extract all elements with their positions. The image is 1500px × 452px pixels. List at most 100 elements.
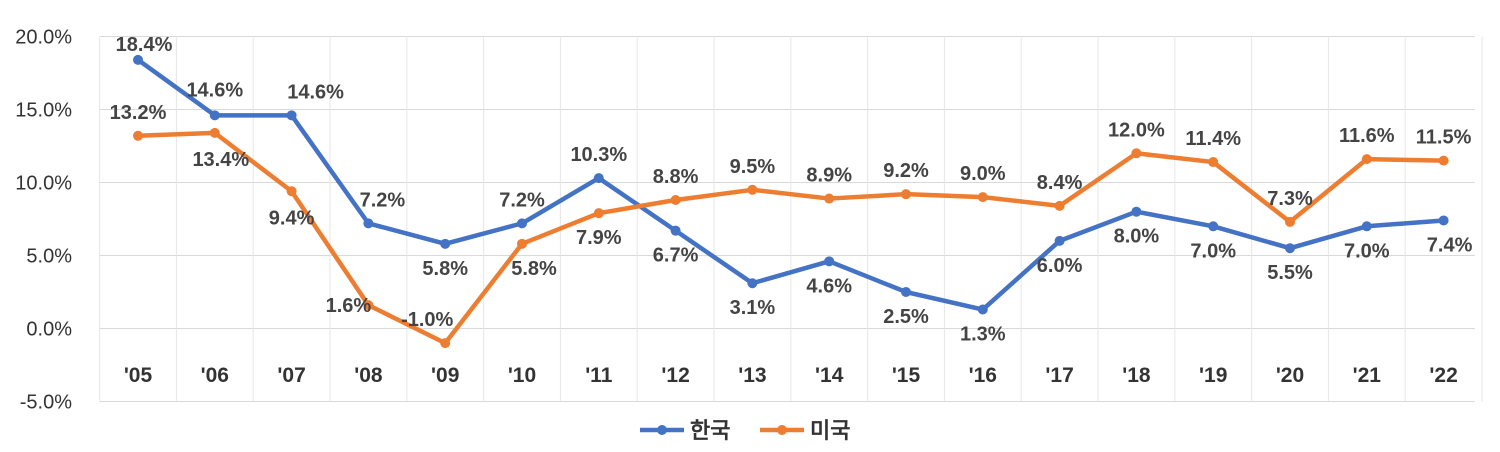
data-label: 7.2%	[360, 189, 406, 211]
x-tick-label: '16	[969, 364, 997, 387]
x-tick-label: '05	[124, 364, 153, 387]
data-point	[670, 225, 681, 236]
data-point	[286, 110, 297, 121]
data-point	[363, 300, 374, 311]
data-point	[1285, 216, 1295, 227]
data-label: 6.0%	[1037, 255, 1083, 277]
data-label: 5.8%	[511, 258, 557, 280]
data-label: 11.6%	[1339, 125, 1395, 147]
data-label: 8.0%	[1114, 226, 1160, 248]
data-label: 11.5%	[1416, 127, 1472, 149]
data-point	[1131, 206, 1142, 217]
data-point	[747, 278, 758, 289]
series-lines	[133, 54, 1449, 349]
legend-marker	[657, 425, 667, 435]
data-label: 8.8%	[653, 166, 699, 188]
x-tick-label: '22	[1429, 364, 1457, 387]
data-label: 9.0%	[960, 163, 1006, 185]
y-tick-label: 15.0%	[15, 100, 72, 122]
data-point	[1438, 155, 1449, 166]
data-point	[1285, 243, 1295, 254]
data-label: 11.4%	[1185, 128, 1241, 150]
data-label: 1.6%	[326, 295, 372, 317]
x-tick-label: '11	[585, 364, 613, 387]
x-tick-label: '17	[1045, 364, 1073, 387]
data-label: 1.3%	[960, 324, 1006, 346]
data-labels: 18.4% 14.6% 14.6% 7.2% 5.8% 7.2% 10.3% 6.7% 3.1%…	[110, 34, 1473, 346]
data-point	[747, 184, 758, 195]
x-axis-ticks: '05 '06 '07 '08 '09 '10 '11 '12 '13 '14 '15 '16 '17 '…	[124, 364, 1458, 387]
data-point	[209, 127, 220, 138]
data-label: 3.1%	[730, 297, 776, 319]
data-label: 7.0%	[1190, 240, 1236, 262]
data-point	[977, 192, 988, 203]
data-point	[1208, 157, 1219, 168]
x-tick-label: '09	[431, 364, 459, 387]
data-point	[1054, 235, 1065, 246]
data-label: 7.2%	[499, 189, 545, 211]
data-label: 5.8%	[422, 258, 468, 280]
data-label: 6.7%	[653, 245, 699, 267]
data-label: -1.0%	[401, 309, 453, 331]
y-axis-ticks: 20.0% 15.0% 10.0% 5.0% 0.0% -5.0%	[15, 27, 72, 414]
x-tick-label: '19	[1199, 364, 1227, 387]
data-label: 18.4%	[116, 34, 173, 56]
data-point	[209, 110, 220, 121]
x-tick-label: '13	[738, 364, 766, 387]
x-tick-label: '15	[892, 364, 921, 387]
series-line-korea	[135, 57, 1446, 312]
x-tick-label: '07	[277, 364, 305, 387]
data-label: 2.5%	[883, 306, 929, 328]
data-point	[133, 130, 143, 141]
legend: 한국 미국	[640, 418, 850, 443]
x-tick-label: '20	[1276, 364, 1304, 387]
data-point	[133, 54, 143, 65]
data-point	[824, 256, 835, 267]
x-tick-label: '14	[815, 364, 844, 387]
data-point	[824, 193, 835, 204]
y-tick-label: -5.0%	[20, 392, 72, 414]
data-point	[363, 218, 374, 229]
data-label: 9.2%	[883, 160, 929, 182]
data-point	[1361, 221, 1372, 232]
data-point	[901, 287, 911, 297]
data-point	[1054, 200, 1065, 211]
data-point	[1361, 154, 1372, 165]
data-point	[1208, 221, 1219, 232]
data-label: 12.0%	[1108, 119, 1165, 141]
data-point	[517, 238, 527, 249]
grid-lines	[99, 36, 1483, 402]
data-label: 4.6%	[806, 275, 852, 297]
data-label: 8.9%	[806, 165, 852, 187]
data-label: 13.4%	[192, 149, 249, 171]
data-point	[593, 173, 604, 184]
x-tick-label: '18	[1122, 364, 1151, 387]
data-point	[977, 304, 988, 315]
data-label: 10.3%	[570, 144, 627, 166]
data-point	[593, 208, 604, 219]
data-label: 7.0%	[1344, 240, 1390, 262]
y-tick-label: 10.0%	[15, 173, 72, 195]
data-label: 14.6%	[186, 79, 243, 101]
data-label: 9.5%	[730, 156, 776, 178]
data-label: 8.4%	[1037, 172, 1083, 194]
data-point	[1438, 215, 1449, 226]
series-line-usa	[135, 130, 1446, 346]
legend-label: 미국	[810, 418, 850, 443]
x-tick-label: '12	[661, 364, 689, 387]
data-point	[1131, 148, 1142, 159]
data-label: 9.4%	[269, 207, 315, 229]
data-point	[670, 195, 681, 206]
data-label: 14.6%	[287, 81, 344, 103]
data-point	[901, 189, 911, 200]
y-tick-label: 0.0%	[26, 319, 72, 341]
legend-marker	[777, 425, 787, 435]
x-tick-label: '06	[201, 364, 229, 387]
x-tick-label: '21	[1353, 364, 1382, 387]
x-tick-label: '08	[354, 364, 383, 387]
data-point	[440, 338, 451, 349]
y-tick-label: 20.0%	[15, 27, 72, 49]
data-point	[440, 238, 451, 249]
data-point	[286, 186, 297, 197]
